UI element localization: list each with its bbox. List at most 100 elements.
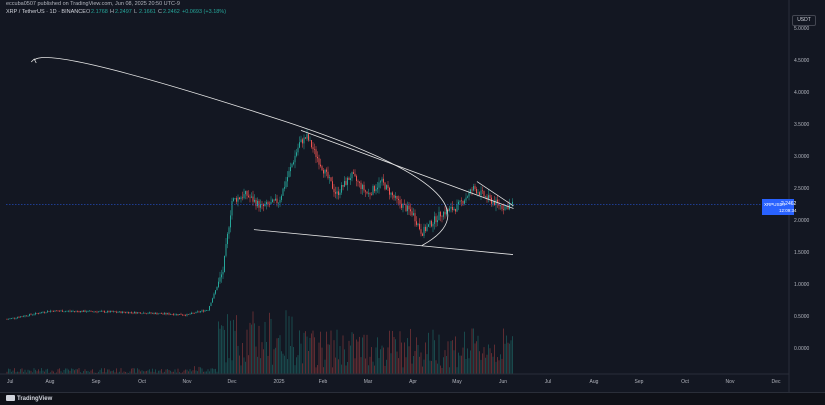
candle-body [24, 315, 26, 317]
volume-bar [386, 359, 387, 374]
volume-bar [132, 368, 134, 374]
volume-bar [207, 369, 209, 374]
volume-bar [420, 352, 422, 374]
volume-bar [369, 356, 371, 374]
volume-bar [227, 314, 228, 374]
volume-bar [311, 333, 312, 374]
candle-body [125, 312, 126, 313]
volume-bar [279, 335, 281, 374]
volume-bar [368, 365, 369, 374]
volume-bar [188, 371, 189, 374]
volume-bar [416, 337, 417, 374]
volume-bar [450, 341, 452, 374]
candle-body [242, 197, 243, 199]
volume-bar [359, 336, 360, 374]
volume-bar [153, 371, 155, 374]
tradingview-logo[interactable]: TradingView [6, 395, 52, 402]
volume-bar [80, 372, 81, 374]
volume-bar [507, 342, 509, 374]
candle-body [447, 209, 449, 211]
volume-bar [107, 369, 108, 374]
volume-bar [57, 369, 59, 374]
candle-body [195, 311, 197, 314]
y-tick-label: 3.5000 [794, 122, 810, 128]
volume-bar [303, 332, 305, 374]
candle-body [273, 199, 275, 201]
candle-body [14, 317, 15, 319]
candle-body [191, 312, 192, 314]
volume-bar [156, 372, 158, 374]
candle-body [113, 311, 114, 313]
candle-body [246, 191, 248, 196]
volume-bar [101, 368, 102, 374]
candle-body [227, 233, 228, 245]
candle-body [237, 197, 239, 202]
volume-bar [39, 371, 41, 374]
volume-bar [60, 371, 62, 374]
volume-bar [14, 368, 15, 374]
volume-bar [413, 355, 414, 374]
volume-bar [374, 365, 375, 374]
volume-bar [168, 370, 170, 374]
candle-body [93, 311, 95, 313]
price-chart[interactable]: 5.0000 4.5000 4.0000 3.5000 3.0000 2.5000 2.00… [0, 0, 825, 392]
volume-bar [84, 369, 86, 374]
volume-bar [111, 371, 113, 374]
volume-bar [393, 337, 395, 374]
candle-body [33, 314, 35, 315]
candle-body [276, 198, 278, 204]
candle-body [450, 207, 452, 209]
volume-bar [36, 371, 38, 374]
candle-body [503, 209, 504, 210]
candle-body [153, 313, 155, 314]
candle-body [500, 205, 501, 207]
volume-bar [90, 370, 92, 374]
x-tick-label: Jun [499, 379, 507, 385]
price-axis[interactable]: 5.0000 4.5000 4.0000 3.5000 3.0000 2.5000 2.00… [794, 26, 810, 352]
candle-body [437, 220, 438, 223]
y-tick-label: 4.0000 [794, 90, 810, 96]
candle-body [461, 200, 462, 202]
candle-body [186, 314, 188, 316]
x-tick-label: Dec [228, 379, 237, 385]
ohlc-high-value: 2.2497 [115, 9, 132, 15]
volume-bar [201, 368, 203, 374]
candle-body [473, 186, 474, 191]
candle-body [476, 188, 477, 194]
volume-bar [56, 372, 57, 374]
candle-body [122, 311, 123, 313]
candle-body [216, 286, 218, 291]
x-tick-label: Nov [726, 379, 735, 385]
volume-bar [254, 323, 255, 374]
volume-bar [260, 358, 261, 374]
currency-button[interactable]: USDT [792, 15, 816, 26]
candle-body [92, 311, 93, 313]
symbol-title[interactable]: XRP / TetherUS · 1D · BINANCE [6, 9, 86, 15]
candle-body [296, 152, 297, 156]
volume-bar [506, 335, 507, 374]
volume-bar [401, 342, 402, 374]
candle-body [483, 191, 485, 197]
volume-bar [441, 367, 443, 374]
volume-bar [162, 372, 164, 374]
y-tick-label: 0.5000 [794, 314, 810, 320]
candle-body [381, 178, 383, 182]
volume-bar [384, 365, 386, 374]
volume-bar [458, 352, 459, 374]
time-axis[interactable]: Jul Aug Sep Oct Nov Dec 2025 Feb Mar Apr May Jun Jul… [7, 379, 781, 385]
volume-bar [326, 331, 327, 374]
volume-bar [261, 342, 263, 374]
volume-bar [69, 370, 71, 374]
candle-body [378, 182, 380, 188]
volume-bar [405, 357, 407, 374]
volume-bar [467, 348, 468, 374]
volume-bar [21, 368, 23, 374]
volume-bar [353, 333, 354, 374]
candle-body [48, 311, 50, 312]
candle-body [173, 314, 174, 315]
volume-bar [189, 369, 191, 374]
volume-bar [93, 372, 95, 374]
candle-body [395, 195, 396, 198]
candle-body [453, 208, 455, 211]
candles [6, 129, 513, 320]
